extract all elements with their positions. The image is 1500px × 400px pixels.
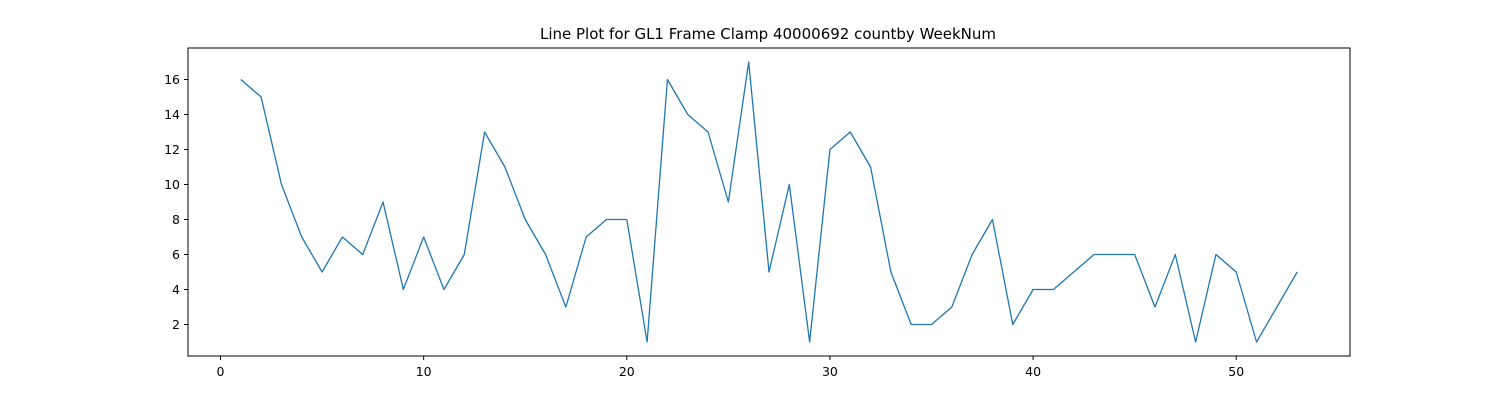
x-tick-label: 40 xyxy=(1025,364,1041,379)
y-tick-label: 16 xyxy=(164,72,180,87)
y-tick-label: 6 xyxy=(172,247,180,262)
x-tick-label: 10 xyxy=(416,364,432,379)
x-tick-label: 30 xyxy=(822,364,838,379)
plot-area xyxy=(187,47,1351,357)
y-tick-label: 4 xyxy=(172,282,180,297)
x-tick-label: 50 xyxy=(1228,364,1244,379)
y-tick-label: 10 xyxy=(164,177,180,192)
y-axis: 2 4 6 8 10 12 14 16 xyxy=(164,72,188,332)
chart-title: Line Plot for GL1 Frame Clamp 40000692 c… xyxy=(540,25,996,43)
series-layer xyxy=(240,61,1298,343)
y-tick-label: 12 xyxy=(164,142,180,157)
x-axis: 0 10 20 30 40 50 xyxy=(217,356,1244,379)
y-tick-label: 8 xyxy=(172,212,180,227)
y-tick-label: 14 xyxy=(164,107,180,122)
x-tick-label: 0 xyxy=(217,364,225,379)
series-line-0 xyxy=(240,61,1298,343)
x-tick-label: 20 xyxy=(619,364,635,379)
y-tick-label: 2 xyxy=(172,317,180,332)
